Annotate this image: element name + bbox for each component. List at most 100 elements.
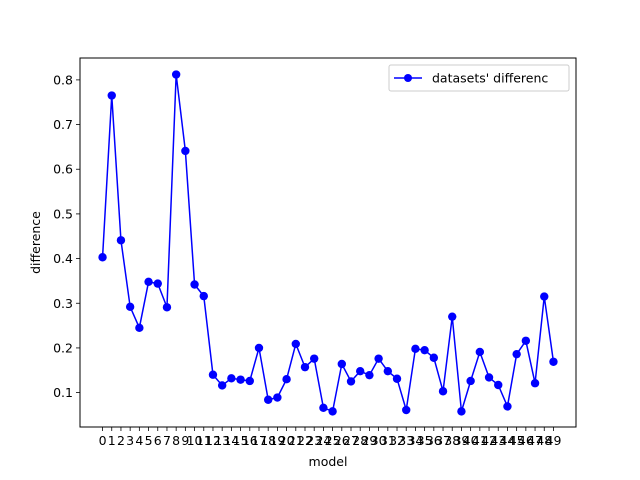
x-tick-label: 7 [163, 433, 171, 448]
data-point [402, 405, 411, 415]
data-point [448, 312, 457, 321]
y-axis-title: difference [28, 211, 43, 274]
x-tick-label: 6 [154, 433, 162, 448]
x-tick-label: 5 [145, 433, 153, 448]
x-tick-label: 23 [306, 433, 322, 448]
x-tick-label: 12 [205, 433, 221, 448]
data-point [549, 357, 558, 366]
y-tick-label: 0.6 [53, 162, 73, 177]
data-point [162, 303, 172, 312]
y-tick-label: 0.4 [53, 251, 73, 266]
x-tick-label: 32 [389, 433, 405, 448]
data-point [282, 374, 291, 384]
data-point [383, 366, 393, 376]
data-point [356, 366, 365, 376]
x-tick-label: 8 [172, 433, 180, 448]
x-tick-label: 2 [117, 433, 125, 448]
plot-frame [79, 57, 577, 428]
data-point [420, 345, 429, 355]
x-tick-label: 15 [233, 433, 249, 448]
x-tick-label: 19 [269, 433, 285, 448]
data-point [365, 370, 374, 380]
data-point [530, 379, 540, 388]
x-tick-label: 38 [444, 433, 460, 448]
data-point [328, 407, 337, 416]
x-tick-label: 36 [426, 433, 442, 448]
data-point [346, 377, 356, 386]
x-tick-label: 34 [407, 433, 423, 448]
x-tick-label: 11 [196, 433, 212, 448]
x-tick-label: 18 [260, 433, 276, 448]
data-point [309, 354, 319, 363]
x-tick-label: 17 [251, 433, 267, 448]
legend-marker-sample [404, 74, 412, 82]
x-tick-label: 4 [135, 433, 143, 448]
x-tick-label: 1 [108, 433, 116, 448]
x-tick-label: 27 [343, 433, 359, 448]
x-tick-label: 30 [371, 433, 387, 448]
x-tick-label: 31 [380, 433, 396, 448]
x-tick-label: 22 [297, 433, 313, 448]
x-tick-label: 21 [288, 433, 304, 448]
x-tick-label: 39 [453, 433, 469, 448]
x-tick-label: 46 [518, 433, 534, 448]
x-tick-label: 41 [472, 433, 488, 448]
data-point [135, 323, 144, 333]
data-point [374, 354, 383, 363]
data-point [319, 403, 328, 412]
x-tick-label: 25 [325, 433, 341, 448]
x-tick-label: 26 [334, 433, 350, 448]
x-tick-label: 16 [242, 433, 258, 448]
data-point [217, 381, 227, 390]
data-point [116, 236, 126, 245]
x-tick-label: 9 [181, 433, 189, 448]
data-point [411, 344, 420, 354]
x-tick-label: 40 [463, 433, 479, 448]
x-tick-label: 47 [527, 433, 543, 448]
data-point [227, 374, 236, 383]
data-point [337, 359, 347, 369]
y-tick-label: 0.2 [53, 340, 73, 355]
legend: datasets' differenc [388, 64, 570, 92]
y-tick-label: 0.1 [53, 385, 73, 400]
data-point [475, 347, 485, 357]
x-tick-label: 20 [279, 433, 295, 448]
data-point [457, 407, 466, 416]
x-tick-label: 28 [352, 433, 368, 448]
legend-box [388, 64, 570, 92]
x-tick-label: 48 [536, 433, 552, 448]
x-tick-label: 49 [546, 433, 562, 448]
x-tick-label: 35 [417, 433, 433, 448]
data-point [494, 380, 503, 390]
data-point [254, 343, 264, 353]
data-point [107, 91, 116, 100]
x-tick-label: 44 [499, 433, 515, 448]
data-point [236, 375, 245, 384]
data-point [245, 376, 254, 386]
x-tick-label: 0 [99, 433, 107, 448]
x-tick-label: 33 [398, 433, 414, 448]
axis-ticks: 0 1 2 3 4 5 6 7 8 9101112131415161718192021222324… [53, 72, 561, 448]
data-point [190, 280, 199, 289]
data-point [291, 339, 300, 349]
data-point [540, 292, 549, 301]
y-tick-label: 0.3 [53, 296, 73, 311]
data-point [429, 353, 439, 362]
data-point [208, 370, 218, 379]
x-tick-label: 3 [126, 433, 134, 448]
x-tick-label: 29 [361, 433, 377, 448]
plot-area [98, 70, 558, 416]
data-point [263, 395, 273, 404]
data-point [503, 402, 512, 411]
data-point [512, 349, 521, 359]
y-tick-label: 0.5 [53, 206, 73, 221]
data-point [392, 374, 402, 383]
data-point [466, 376, 475, 386]
data-point [181, 146, 190, 156]
x-tick-label: 42 [481, 433, 497, 448]
y-tick-label: 0.7 [53, 117, 73, 132]
y-tick-label: 0.8 [53, 72, 73, 87]
x-tick-label: 13 [214, 433, 230, 448]
